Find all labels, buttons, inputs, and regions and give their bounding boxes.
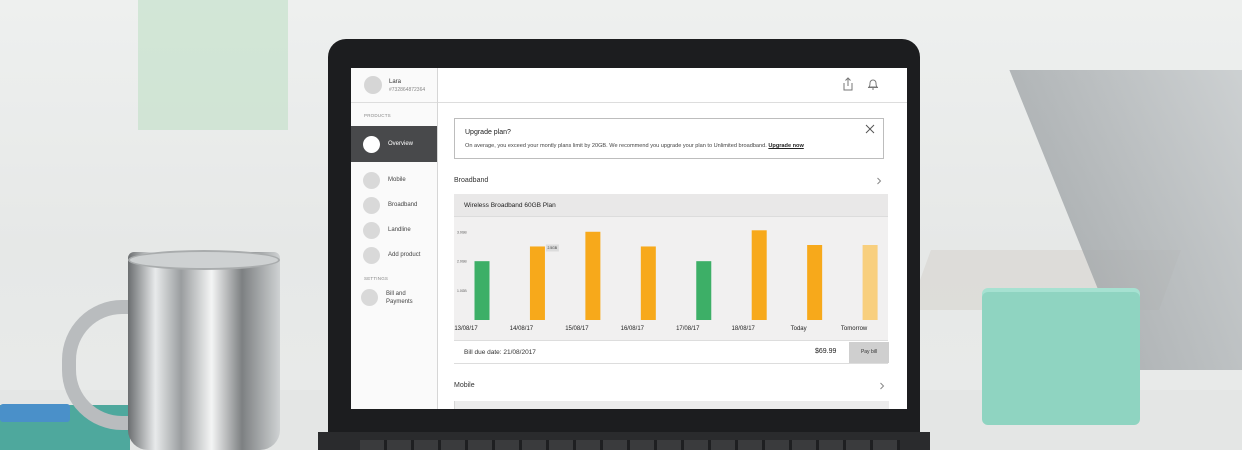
value-tooltip: 2.5GB (545, 244, 559, 252)
bell-icon[interactable] (866, 77, 880, 91)
chart-bar[interactable] (807, 245, 823, 320)
sidebar-item-add-product[interactable]: Add product (351, 243, 437, 268)
sidebar-item-label: Mobile (388, 177, 406, 183)
x-tick-label: 18/08/17 (731, 326, 755, 332)
x-tick-label: 13/08/17 (454, 326, 478, 332)
chart-bar[interactable] (751, 230, 767, 320)
mobile-card (454, 401, 889, 409)
sidebar-item-label: Overview (388, 141, 414, 147)
broadband-icon (363, 197, 380, 214)
chart-bar[interactable] (640, 246, 656, 320)
sidebar-item-label: Bill and Payments (386, 291, 413, 305)
sidebar-item-landline[interactable]: Landline (351, 218, 437, 243)
landline-icon (363, 222, 380, 239)
sidebar-item-bill-payments[interactable]: Bill and Payments (351, 286, 437, 312)
sidebar: Lara #732864872364 PRODUCTS Overview Mob… (351, 68, 438, 409)
y-tick-label: 3.0GB (457, 230, 467, 234)
x-tick-label: Tomorrow (840, 326, 868, 332)
x-tick-label: 15/08/17 (565, 326, 589, 332)
close-icon[interactable] (865, 124, 875, 134)
share-icon[interactable] (841, 77, 855, 91)
x-tick-label: Today (790, 326, 807, 332)
chevron-right-icon[interactable] (875, 177, 883, 185)
add-product-icon (363, 247, 380, 264)
chart-bar[interactable] (529, 246, 545, 320)
usage-bar-chart: 1.0GB 2.0GB 3.0GB 2.5GB (457, 230, 878, 320)
main-content: Upgrade plan? On average, you exceed you… (438, 68, 907, 409)
background-green-box (138, 0, 288, 130)
user-profile[interactable]: Lara #732864872364 (351, 68, 437, 103)
sidebar-item-label: Landline (388, 227, 411, 233)
bill-due-date: Bill due date: 21/08/2017 (464, 349, 536, 356)
upgrade-banner: Upgrade plan? On average, you exceed you… (454, 118, 884, 159)
upgrade-now-link[interactable]: Upgrade now (768, 143, 804, 149)
x-tick-label: 14/08/17 (509, 326, 534, 332)
user-id: #732864872364 (389, 87, 426, 93)
x-tick-label: 16/08/17 (620, 326, 644, 332)
plan-title: Wireless Broadband 60GB Plan (464, 202, 556, 209)
steel-mug (128, 252, 280, 450)
sidebar-item-label: Add product (388, 252, 421, 258)
settings-section-label: SETTINGS (364, 276, 389, 281)
products-section-label: PRODUCTS (364, 113, 391, 118)
mobile-section-title: Mobile (454, 382, 475, 389)
mobile-icon (363, 172, 380, 189)
tooltip-text: 2.5GB (547, 246, 557, 250)
pay-bill-button[interactable]: Pay bill (849, 342, 889, 363)
sidebar-item-label: Broadband (388, 202, 418, 208)
avatar (364, 76, 382, 94)
bill-row: Bill due date: 21/08/2017 $69.99 Pay bil… (454, 340, 889, 364)
broadband-usage-card: Wireless Broadband 60GB Plan 1.0GB 2.0GB 3… (454, 194, 888, 340)
banner-title: Upgrade plan? (465, 129, 511, 136)
card-header: Wireless Broadband 60GB Plan (454, 194, 888, 217)
bill-amount: $69.99 (815, 348, 837, 355)
sidebar-item-broadband[interactable]: Broadband (351, 193, 437, 218)
chevron-right-icon[interactable] (878, 382, 886, 390)
app-screen: Lara #732864872364 PRODUCTS Overview Mob… (351, 68, 907, 409)
sidebar-item-mobile[interactable]: Mobile (351, 168, 437, 193)
user-name: Lara (389, 79, 402, 85)
bill-icon (361, 289, 378, 306)
chart-bar[interactable] (696, 261, 712, 320)
date-labels: 13/08/17 14/08/17 15/08/17 16/08/17 17/08/17… (438, 326, 872, 338)
chart-bar[interactable] (862, 245, 878, 320)
chart-bar[interactable] (474, 261, 490, 320)
broadband-section-title: Broadband (454, 177, 489, 184)
top-bar (438, 68, 907, 103)
chart-bar[interactable] (585, 231, 601, 320)
sidebar-item-overview[interactable]: Overview (351, 126, 437, 162)
y-tick-label: 1.0GB (457, 289, 467, 293)
teal-speaker (982, 292, 1140, 425)
mug-rim (128, 250, 280, 270)
y-tick-label: 2.0GB (457, 260, 467, 264)
eraser (0, 404, 70, 422)
keyboard (360, 440, 900, 450)
overview-icon (363, 136, 380, 153)
x-tick-label: 17/08/17 (676, 326, 700, 332)
banner-text: On average, you exceed your montly plans… (465, 143, 804, 149)
banner-message: On average, you exceed your montly plans… (465, 143, 767, 149)
